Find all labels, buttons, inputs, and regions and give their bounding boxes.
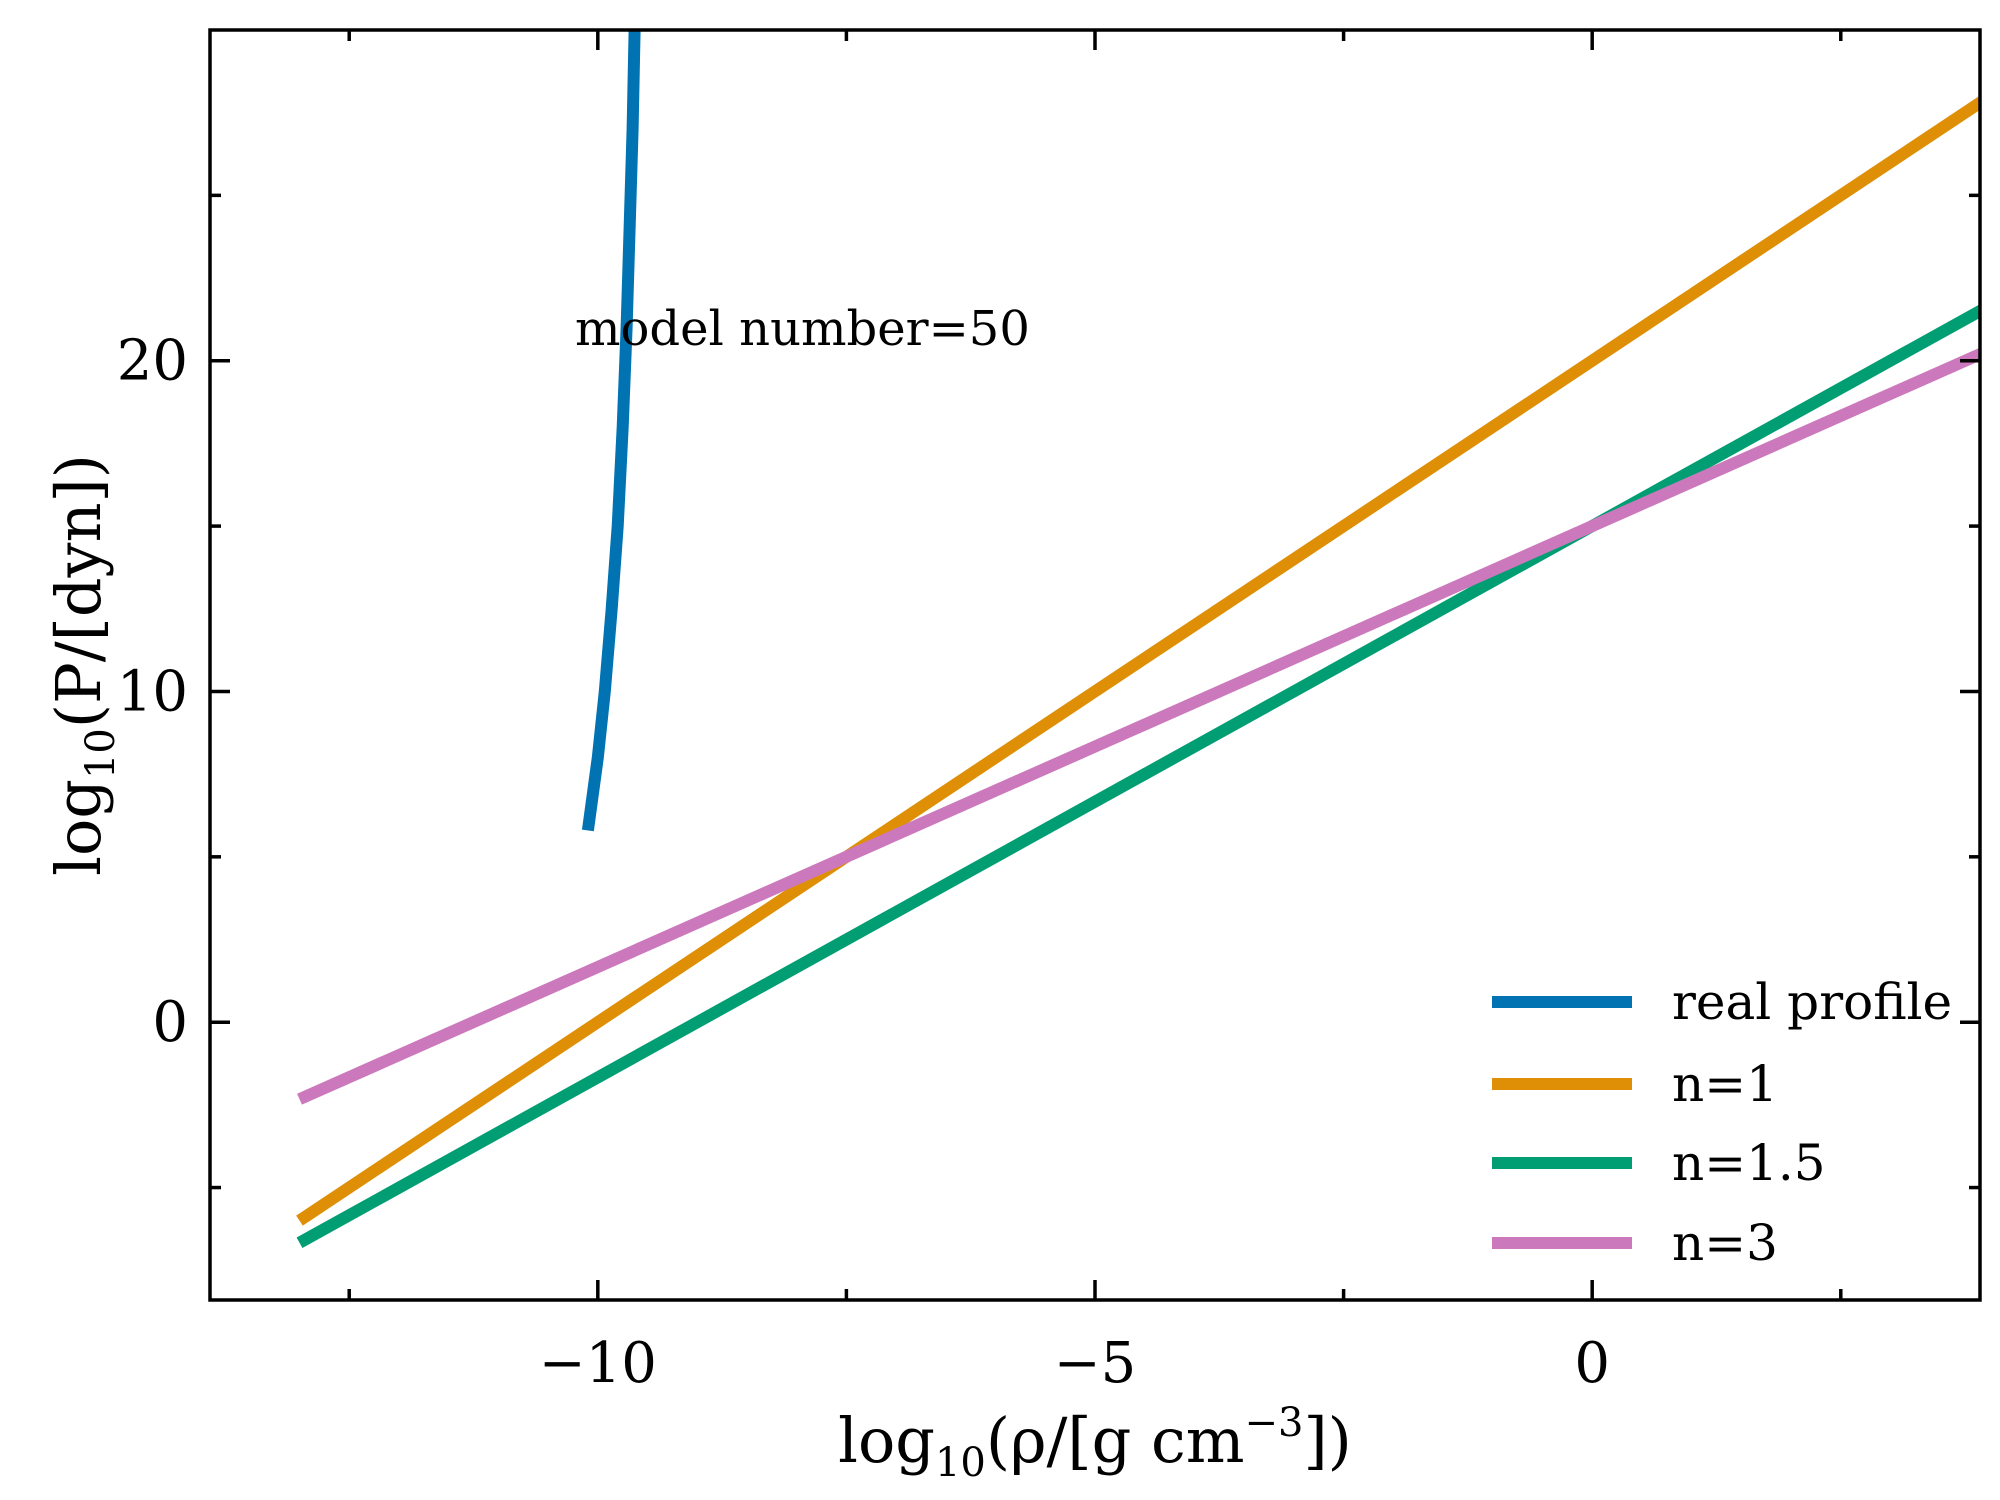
series-layer — [296, 30, 1980, 1249]
annotation: model number=50 — [575, 301, 1030, 357]
legend: real profile n=1 n=1.5 n=3 — [1492, 973, 1952, 1272]
series-line-1 — [296, 95, 1980, 1226]
legend-label-0: real profile — [1672, 973, 1952, 1031]
x-tick-label-1: −5 — [1054, 1331, 1137, 1396]
x-tick-label-0: −10 — [539, 1331, 657, 1396]
x-axis-label: log10(ρ/[g cm−3]) — [838, 1400, 1352, 1486]
y-tick-label-2: 20 — [117, 329, 188, 394]
series-line-0 — [581, 30, 641, 832]
legend-label-1: n=1 — [1672, 1055, 1778, 1113]
legend-label-2: n=1.5 — [1672, 1134, 1826, 1192]
legend-label-3: n=3 — [1672, 1214, 1778, 1272]
plot-frame — [208, 28, 1982, 1302]
y-axis-label: log10(P/[dyn]) — [42, 454, 124, 876]
y-tick-label-1: 10 — [117, 659, 188, 724]
ticks-layer: −10 −5 0 0 10 20 — [117, 30, 1980, 1396]
series-line-3 — [297, 347, 1980, 1105]
y-tick-label-0: 0 — [152, 990, 188, 1055]
series-line-2 — [296, 304, 1980, 1249]
x-tick-label-2: 0 — [1574, 1331, 1610, 1396]
